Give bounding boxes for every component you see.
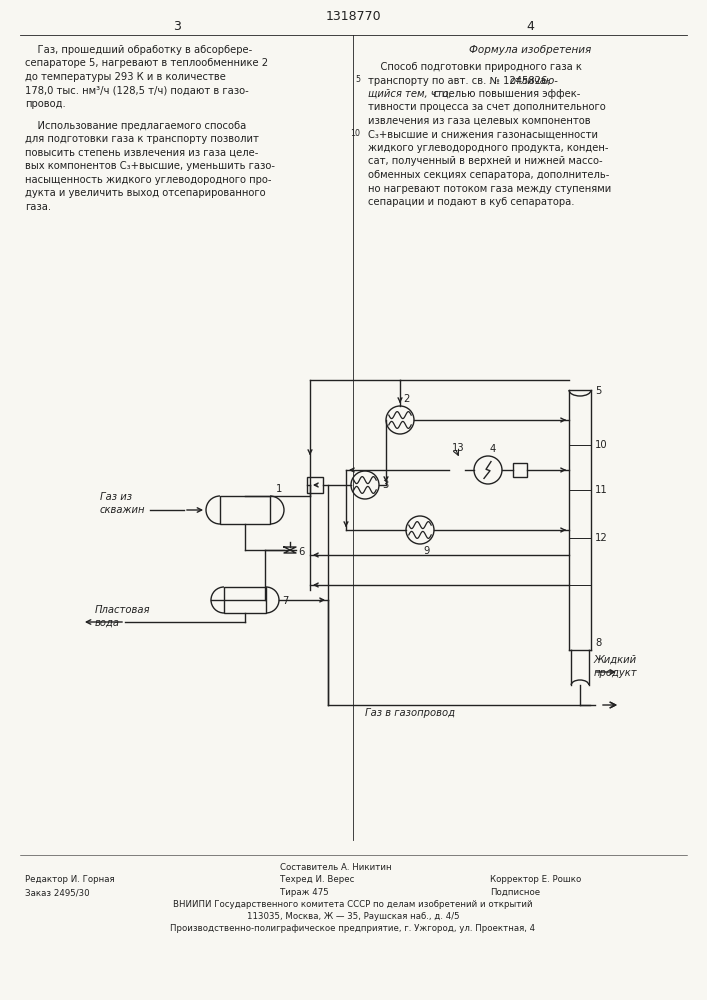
Text: обменных секциях сепаратора, дополнитель-: обменных секциях сепаратора, дополнитель… bbox=[368, 170, 609, 180]
Text: Жидкий: Жидкий bbox=[594, 655, 637, 665]
Text: 10: 10 bbox=[595, 440, 607, 450]
Text: 9: 9 bbox=[423, 546, 429, 556]
Text: Подписное: Подписное bbox=[490, 888, 540, 897]
Text: Составитель А. Никитин: Составитель А. Никитин bbox=[280, 863, 392, 872]
Text: Газ из: Газ из bbox=[100, 492, 132, 502]
Bar bbox=[513, 463, 527, 477]
Text: 13: 13 bbox=[452, 443, 464, 453]
Text: Пластовая: Пластовая bbox=[95, 605, 151, 615]
Text: вых компонентов С₃+высшие, уменьшить газо-: вых компонентов С₃+высшие, уменьшить газ… bbox=[25, 161, 275, 171]
Text: но нагревают потоком газа между ступенями: но нагревают потоком газа между ступеням… bbox=[368, 184, 612, 194]
Text: Заказ 2495/30: Заказ 2495/30 bbox=[25, 888, 90, 897]
Text: 4: 4 bbox=[526, 20, 534, 33]
Text: 3: 3 bbox=[173, 20, 181, 33]
Text: Использование предлагаемого способа: Использование предлагаемого способа bbox=[25, 121, 246, 131]
Text: продукт: продукт bbox=[594, 668, 638, 678]
Text: газа.: газа. bbox=[25, 202, 51, 212]
Text: сепарации и подают в куб сепаратора.: сепарации и подают в куб сепаратора. bbox=[368, 197, 575, 207]
Text: насыщенность жидкого углеводородного про-: насыщенность жидкого углеводородного про… bbox=[25, 175, 271, 185]
Text: 7: 7 bbox=[282, 596, 288, 606]
Text: щийся тем, что,: щийся тем, что, bbox=[368, 89, 452, 99]
Text: 178,0 тыс. нм³/ч (128,5 т/ч) подают в газо-: 178,0 тыс. нм³/ч (128,5 т/ч) подают в га… bbox=[25, 86, 249, 96]
Text: 3: 3 bbox=[382, 480, 388, 490]
Text: жидкого углеводородного продукта, конден-: жидкого углеводородного продукта, конден… bbox=[368, 143, 609, 153]
Text: Газ, прошедший обработку в абсорбере-: Газ, прошедший обработку в абсорбере- bbox=[25, 45, 252, 55]
Text: Редактор И. Горная: Редактор И. Горная bbox=[25, 875, 115, 884]
Text: 10: 10 bbox=[350, 129, 360, 138]
Text: дукта и увеличить выход отсепарированного: дукта и увеличить выход отсепарированног… bbox=[25, 188, 266, 198]
Text: до температуры 293 К и в количестве: до температуры 293 К и в количестве bbox=[25, 72, 226, 82]
Bar bbox=[224, 587, 266, 613]
Text: провод.: провод. bbox=[25, 99, 66, 109]
Text: повысить степень извлечения из газа целе-: повысить степень извлечения из газа целе… bbox=[25, 148, 258, 158]
Text: 6: 6 bbox=[298, 547, 305, 557]
Text: с целью повышения эффек-: с целью повышения эффек- bbox=[431, 89, 580, 99]
Text: 5: 5 bbox=[595, 386, 602, 396]
Text: транспорту по авт. св. № 1245826,: транспорту по авт. св. № 1245826, bbox=[368, 76, 554, 86]
Text: Техред И. Верес: Техред И. Верес bbox=[280, 875, 354, 884]
Text: Способ подготовки природного газа к: Способ подготовки природного газа к bbox=[368, 62, 582, 72]
Text: С₃+высшие и снижения газонасыщенности: С₃+высшие и снижения газонасыщенности bbox=[368, 129, 598, 139]
Text: отличаю-: отличаю- bbox=[509, 76, 558, 86]
Text: 113035, Москва, Ж — 35, Раушская наб., д. 4/5: 113035, Москва, Ж — 35, Раушская наб., д… bbox=[247, 912, 460, 921]
Text: Производственно-полиграфическое предприятие, г. Ужгород, ул. Проектная, 4: Производственно-полиграфическое предприя… bbox=[170, 924, 536, 933]
Text: Газ в газопровод: Газ в газопровод bbox=[365, 708, 455, 718]
Text: сепараторе 5, нагревают в теплообменнике 2: сепараторе 5, нагревают в теплообменнике… bbox=[25, 58, 268, 68]
Text: 4: 4 bbox=[490, 444, 496, 454]
Text: для подготовки газа к транспорту позволит: для подготовки газа к транспорту позволи… bbox=[25, 134, 259, 144]
Text: 2: 2 bbox=[403, 394, 409, 404]
Bar bbox=[220, 496, 270, 524]
Text: 8: 8 bbox=[595, 638, 601, 648]
Text: ВНИИПИ Государственного комитета СССР по делам изобретений и открытий: ВНИИПИ Государственного комитета СССР по… bbox=[173, 900, 533, 909]
Text: скважин: скважин bbox=[100, 505, 146, 515]
Text: извлечения из газа целевых компонентов: извлечения из газа целевых компонентов bbox=[368, 116, 590, 126]
Text: 1318770: 1318770 bbox=[325, 10, 381, 23]
Text: тивности процесса за счет дополнительного: тивности процесса за счет дополнительног… bbox=[368, 103, 606, 112]
Text: 5: 5 bbox=[355, 76, 360, 85]
Text: 11: 11 bbox=[595, 485, 608, 495]
Bar bbox=[307, 477, 323, 493]
Text: Корректор Е. Рошко: Корректор Е. Рошко bbox=[490, 875, 581, 884]
Text: 12: 12 bbox=[595, 533, 608, 543]
Text: 1: 1 bbox=[276, 484, 282, 494]
Text: Тираж 475: Тираж 475 bbox=[280, 888, 329, 897]
Text: вода: вода bbox=[95, 618, 120, 628]
Text: сат, полученный в верхней и нижней массо-: сат, полученный в верхней и нижней массо… bbox=[368, 156, 602, 166]
Text: Формула изобретения: Формула изобретения bbox=[469, 45, 591, 55]
